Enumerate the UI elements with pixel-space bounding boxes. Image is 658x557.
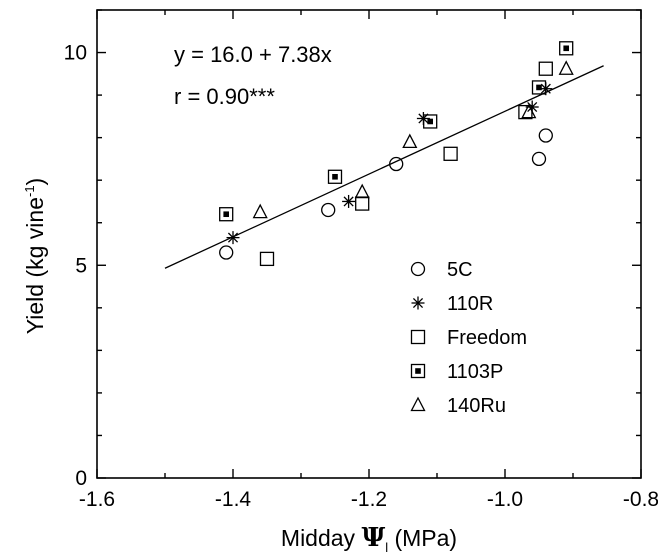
point-freedom <box>259 251 275 267</box>
point-5c <box>531 151 547 167</box>
y-axis-title-superscript: -1 <box>22 185 37 197</box>
point-5c <box>219 245 234 260</box>
point-5c <box>321 202 336 218</box>
point-1103p <box>531 80 547 95</box>
x-tick-label: -1.6 <box>79 488 115 511</box>
x-axis-title-suffix: (MPa) <box>388 525 457 551</box>
x-tick-label: -1.2 <box>351 488 387 511</box>
x-axis-title-prefix: Midday <box>281 525 362 551</box>
point-140ru <box>252 203 268 219</box>
x-axis-title-subscript: l <box>385 540 388 555</box>
point-110r <box>226 231 240 245</box>
x-tick-label: -1.4 <box>215 488 252 511</box>
point-1103p <box>423 114 438 129</box>
y-axis-title-main: Yield (kg vine <box>22 197 48 334</box>
point-1103p <box>219 207 234 222</box>
x-tick-label: -1.0 <box>487 488 523 511</box>
legend-label-5c: 5C <box>447 259 473 281</box>
point-freedom <box>443 146 458 161</box>
legend-label-1103p: 1103P <box>447 361 503 383</box>
point-140ru <box>354 183 370 199</box>
legend-marker-110r <box>411 296 425 310</box>
legend-marker-1103p <box>410 363 426 379</box>
x-tick-label: -0.8 <box>623 488 658 511</box>
correlation-annotation: r = 0.90*** <box>174 84 275 109</box>
data-points <box>219 41 574 267</box>
x-axis-title: Midday Ψl (MPa) <box>281 523 457 555</box>
legend-label-freedom: Freedom <box>447 327 527 349</box>
plot-frame <box>96 9 642 479</box>
point-140ru <box>558 60 574 75</box>
point-5c <box>538 128 553 143</box>
point-110r <box>342 194 356 208</box>
point-1103p <box>559 41 574 56</box>
legend-marker-freedom <box>410 329 426 345</box>
legend-label-140ru: 140Ru <box>447 395 506 417</box>
equation-annotation: y = 16.0 + 7.38x <box>174 42 332 67</box>
legend-marker-5c <box>410 261 426 277</box>
axis-ticks <box>96 9 642 479</box>
point-140ru <box>521 103 537 119</box>
y-axis-title-close: ) <box>22 178 48 186</box>
legend-marker-140ru <box>410 396 426 412</box>
legend: 5C 110R Freedom 1103P 140Ru <box>410 259 527 417</box>
legend-label-110r: 110R <box>447 293 493 315</box>
y-tick-label: 5 <box>75 254 87 277</box>
point-140ru <box>402 133 418 149</box>
y-axis-title: Yield (kg vine-1) <box>22 178 48 334</box>
x-axis-title-symbol: Ψ <box>361 523 385 553</box>
point-freedom <box>538 61 553 76</box>
y-tick-label: 0 <box>75 467 87 490</box>
tick-labels: -1.6 -1.4 -1.2 -1.0 -0.8 0 5 10 <box>64 42 658 511</box>
point-1103p <box>327 169 343 184</box>
point-freedom <box>355 196 370 211</box>
y-tick-label: 10 <box>64 42 87 65</box>
point-5c <box>389 156 404 172</box>
regression-line <box>164 65 604 269</box>
